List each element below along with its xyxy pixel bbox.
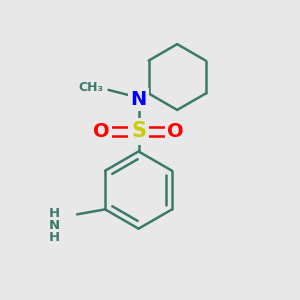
Text: H
N
H: H N H (49, 207, 60, 244)
Text: O: O (167, 122, 184, 141)
Text: CH₃: CH₃ (79, 81, 104, 94)
Text: S: S (131, 122, 146, 141)
Text: O: O (93, 122, 110, 141)
Text: N: N (130, 90, 147, 110)
